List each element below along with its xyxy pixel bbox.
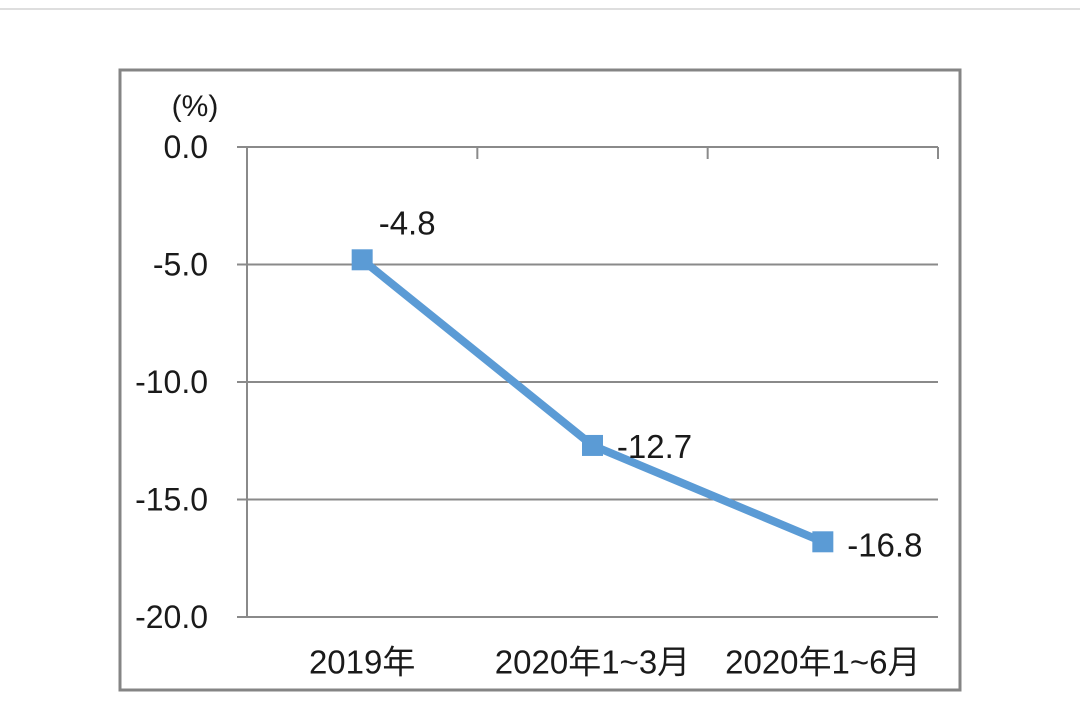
data-point-label: -12.7 [617,428,692,465]
x-axis-category-label: 2020年1~3月 [495,644,690,681]
data-point-marker [812,531,834,553]
data-point-marker [582,434,603,456]
data-point-marker [351,249,373,271]
data-point-label: -4.8 [379,204,436,241]
x-axis-category-label: 2020年1~6月 [725,644,920,681]
y-axis-tick-label: -20.0 [135,599,208,635]
top-divider [0,8,1080,10]
y-axis-tick-label: 0.0 [164,129,208,165]
y-axis-unit-label: (%) [171,90,219,123]
x-axis-category-label: 2019年 [309,644,415,681]
y-axis-tick-label: -10.0 [135,364,208,400]
data-point-label: -16.8 [847,526,922,563]
chart-border [118,68,962,692]
y-axis-tick-label: -15.0 [135,482,208,518]
y-axis-tick-label: -5.0 [153,247,208,283]
